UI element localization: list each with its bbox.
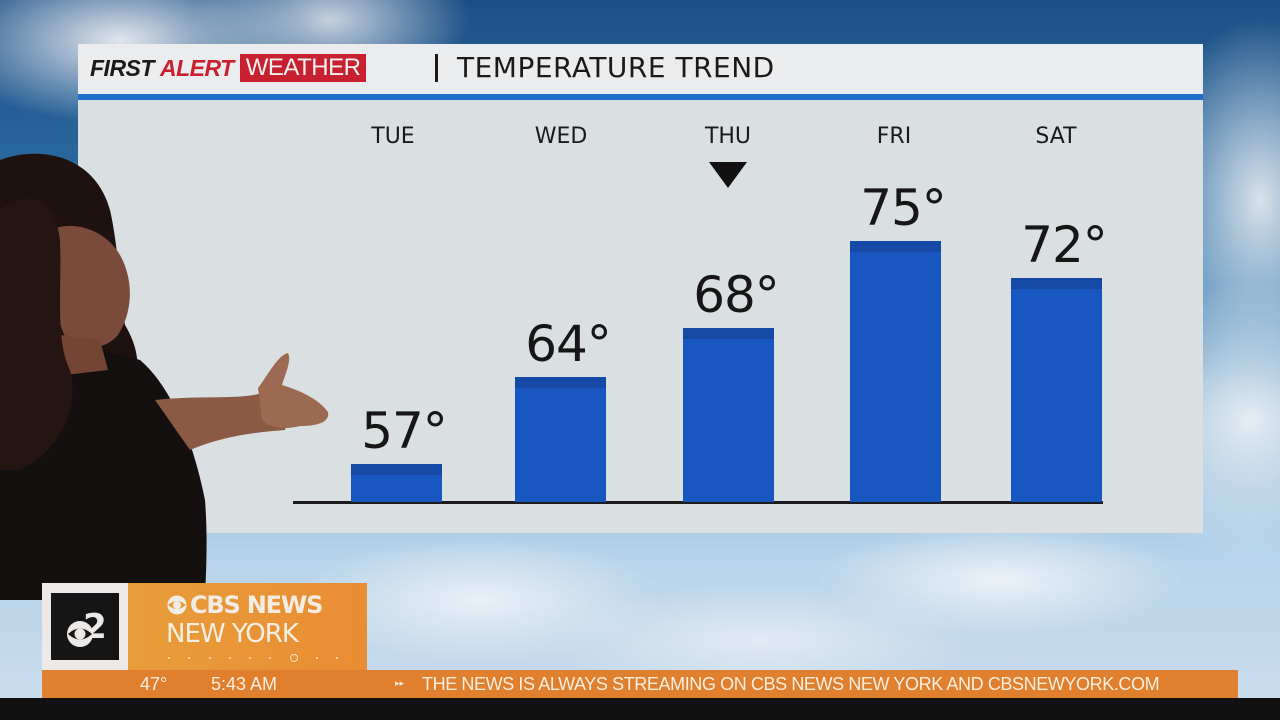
news-ticker: 47° 5:43 AM ▸▸ THE NEWS IS ALWAYS STREAM… bbox=[42, 670, 1238, 698]
ticker-arrows-icon: ▸▸ bbox=[395, 679, 405, 689]
channel-bug-frame: 2 bbox=[42, 583, 128, 670]
day-label-sat: SAT bbox=[1035, 124, 1077, 149]
header-separator bbox=[435, 54, 438, 82]
chart-baseline bbox=[293, 501, 1103, 504]
logo-dots-decoration bbox=[168, 653, 338, 663]
current-time: 5:43 AM bbox=[211, 674, 278, 694]
temperature-bar-sat bbox=[1011, 278, 1102, 502]
day-label-tue: TUE bbox=[371, 124, 415, 149]
current-day-triangle-icon bbox=[709, 162, 747, 188]
temperature-value-tue: 57° bbox=[361, 402, 448, 460]
temperature-value-wed: 64° bbox=[525, 315, 612, 373]
current-temperature: 47° bbox=[140, 674, 168, 694]
temperature-value-fri: 75° bbox=[860, 179, 947, 237]
bottom-letterbox bbox=[0, 698, 1280, 720]
cbs-eye-icon bbox=[167, 595, 187, 615]
temperature-value-thu: 68° bbox=[693, 266, 780, 324]
cbs-eye-icon bbox=[67, 621, 93, 647]
ticker-message: THE NEWS IS ALWAYS STREAMING ON CBS NEWS… bbox=[422, 674, 1160, 694]
cbs-news-new-york-logo: 2 CBS NEWS NEW YORK bbox=[42, 583, 367, 670]
temperature-bar-tue bbox=[351, 464, 442, 502]
brand-alert: ALERT bbox=[159, 54, 234, 81]
first-alert-weather-logo: FIRST ALERT WEATHER bbox=[90, 53, 367, 83]
market-name: NEW YORK bbox=[166, 619, 299, 649]
temperature-bar-wed bbox=[515, 377, 606, 502]
cbs2-bug: 2 bbox=[51, 593, 119, 660]
meteorologist-figure bbox=[0, 153, 329, 600]
temperature-trend-panel: FIRST ALERT WEATHER TEMPERATURE TREND TU… bbox=[78, 44, 1203, 533]
panel-header: FIRST ALERT WEATHER TEMPERATURE TREND bbox=[78, 44, 1203, 94]
day-label-wed: WED bbox=[534, 124, 588, 149]
temperature-value-sat: 72° bbox=[1021, 216, 1108, 274]
day-label-fri: FRI bbox=[876, 124, 912, 149]
brand-weather: WEATHER bbox=[239, 54, 367, 82]
brand-first: FIRST bbox=[90, 54, 154, 81]
network-name: CBS NEWS bbox=[166, 591, 323, 619]
temperature-bar-thu bbox=[683, 328, 774, 502]
network-label: CBS NEWS bbox=[190, 591, 323, 619]
day-label-thu: THU bbox=[704, 124, 752, 149]
temperature-bar-fri bbox=[850, 241, 941, 502]
page-title: TEMPERATURE TREND bbox=[457, 51, 775, 84]
header-accent-line bbox=[78, 94, 1203, 100]
